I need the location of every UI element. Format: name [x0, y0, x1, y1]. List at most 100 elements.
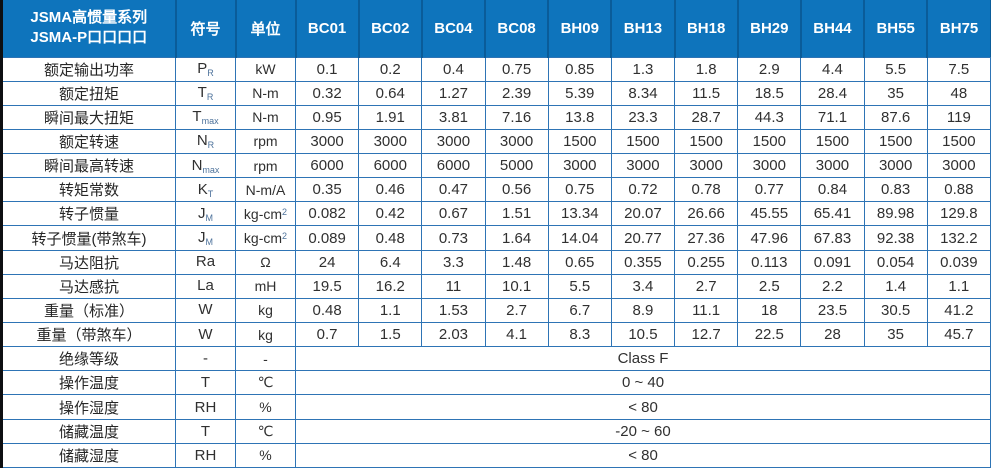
table-row: 瞬间最大扭矩 Tmax N-m 0.95 1.91 3.81 7.16 13.8 23.3 28.…: [1, 104, 992, 130]
symbol-text: N: [196, 132, 208, 150]
value-cell: 0.039: [926, 249, 992, 275]
value-cell: 0.88: [926, 177, 992, 203]
value-cell: 28: [800, 322, 865, 348]
value-cell: 0.113: [737, 249, 802, 275]
value-cell: 1.4: [863, 273, 928, 299]
col-header-model: BH75: [927, 0, 992, 58]
symbol-cell: NR: [175, 128, 236, 155]
row-label: 额定输出功率: [1, 56, 176, 82]
value-cell: 0.35: [294, 177, 360, 203]
row-label: 储藏湿度: [1, 442, 176, 468]
value-cell: 119: [926, 104, 992, 130]
value-cell: 0.46: [358, 177, 423, 203]
value-cell: 44.3: [737, 104, 802, 130]
unit-cell: ℃: [235, 418, 296, 444]
table-row: 储藏温度 T ℃ -20 ~ 60: [1, 418, 991, 444]
row-label: 瞬间最大扭矩: [1, 104, 176, 130]
value-cell: 132.2: [926, 225, 992, 251]
symbol-cell: T: [175, 370, 236, 396]
col-header-model: BH44: [800, 0, 866, 58]
unit-superscript: 2: [282, 206, 288, 217]
symbol-cell: Ra: [175, 249, 236, 275]
value-cell: 0.355: [610, 249, 676, 275]
value-cell: 45.7: [926, 322, 992, 348]
unit-cell: ℃: [235, 370, 296, 396]
value-cell: 71.1: [800, 104, 865, 130]
value-cell: 30.5: [863, 297, 928, 324]
row-label: 储藏温度: [1, 418, 176, 444]
value-cell: 1.48: [484, 249, 549, 275]
table-row: 额定扭矩 TR N-m 0.32 0.64 1.27 2.39 5.39 8.34 11.5 18.…: [1, 80, 992, 106]
value-cell: 0.73: [421, 225, 486, 251]
col-header-model: BC04: [421, 0, 487, 58]
value-cell: 3000: [484, 128, 549, 155]
value-cell: 1500: [610, 128, 676, 155]
value-cell: 2.7: [674, 273, 739, 299]
value-cell: 20.07: [610, 201, 676, 227]
value-cell: 0.84: [800, 177, 865, 203]
row-label: 马达感抗: [1, 273, 176, 299]
table-row: 转子惯量(带煞车) JM kg-cm2 0.089 0.48 0.73 1.64 14.04 2…: [1, 225, 992, 251]
row-label: 操作湿度: [1, 394, 176, 420]
value-cell: 0.48: [294, 297, 360, 324]
value-cell: 2.9: [737, 56, 802, 82]
table-row: 额定转速 NR rpm 3000 3000 3000 3000 1500 1500 1500 150…: [1, 128, 992, 155]
value-cell: 92.38: [863, 225, 928, 251]
value-cell: 2.2: [800, 273, 865, 299]
col-header-model: BH18: [674, 0, 739, 58]
value-cell: 18.5: [737, 80, 802, 106]
unit-text: kg-cm: [243, 205, 283, 222]
symbol-cell: -: [175, 346, 236, 372]
value-cell: 11.5: [674, 80, 739, 106]
value-cell: 4.1: [484, 322, 549, 348]
header-row: JSMA高惯量系列 JSMA-P口口口口 符号 单位 BC01 BC02 BC0…: [1, 0, 992, 58]
value-cell: 1.53: [421, 297, 486, 324]
value-cell: 6000: [358, 153, 423, 179]
symbol-cell: PR: [175, 56, 236, 82]
value-cell: 0.75: [547, 177, 612, 203]
col-header-model: BC01: [295, 0, 360, 58]
value-cell: 13.8: [547, 104, 612, 130]
symbol-text: K: [197, 180, 208, 198]
symbol-cell: T: [175, 418, 236, 444]
value-cell: 12.7: [674, 322, 739, 348]
row-label: 转子惯量: [1, 201, 176, 227]
value-cell: 0.082: [294, 201, 360, 227]
value-cell: 67.83: [800, 225, 865, 251]
col-header-model: BH09: [548, 0, 613, 58]
value-cell: 3000: [926, 153, 992, 179]
value-cell: 0.95: [294, 104, 360, 130]
table-row: 操作温度 T ℃ 0 ~ 40: [1, 370, 991, 396]
value-cell: 11: [421, 273, 486, 299]
value-cell: 8.9: [610, 297, 676, 324]
value-cell: 19.5: [294, 273, 360, 299]
symbol-cell: Tmax: [175, 104, 236, 130]
value-cell: 5.5: [547, 273, 612, 299]
value-cell: 20.77: [610, 225, 676, 251]
value-cell: 0.089: [294, 225, 360, 251]
value-cell: 0.2: [358, 56, 423, 82]
unit-cell: %: [235, 442, 296, 468]
symbol-text: W: [198, 325, 213, 343]
symbol-subscript: max: [201, 116, 219, 127]
value-cell: 3000: [547, 153, 612, 179]
value-cell: 35: [863, 322, 928, 348]
value-cell: 0.83: [863, 177, 928, 203]
value-cell: 2.5: [737, 273, 802, 299]
value-cell: 0.1: [294, 56, 360, 82]
unit-cell: rpm: [235, 128, 296, 155]
table-row: 马达感抗 La mH 19.5 16.2 11 10.1 5.5 3.4 2.7 2.5 2.2 1.4…: [1, 273, 992, 299]
row-label: 瞬间最高转速: [1, 153, 176, 179]
table-row: 绝缘等级 - - Class F: [1, 346, 991, 372]
value-cell: 1.1: [926, 273, 992, 299]
value-cell: 24: [294, 249, 360, 275]
unit-text: N-m: [252, 85, 279, 102]
symbol-cell: RH: [175, 442, 236, 468]
value-cell: 65.41: [800, 201, 865, 227]
value-cell: 22.5: [737, 322, 802, 348]
col-header-unit: 单位: [235, 0, 297, 58]
col-header-model: BH29: [737, 0, 802, 58]
value-cell: 1.5: [358, 322, 423, 348]
value-cell: 47.96: [737, 225, 802, 251]
unit-cell: -: [235, 346, 296, 372]
